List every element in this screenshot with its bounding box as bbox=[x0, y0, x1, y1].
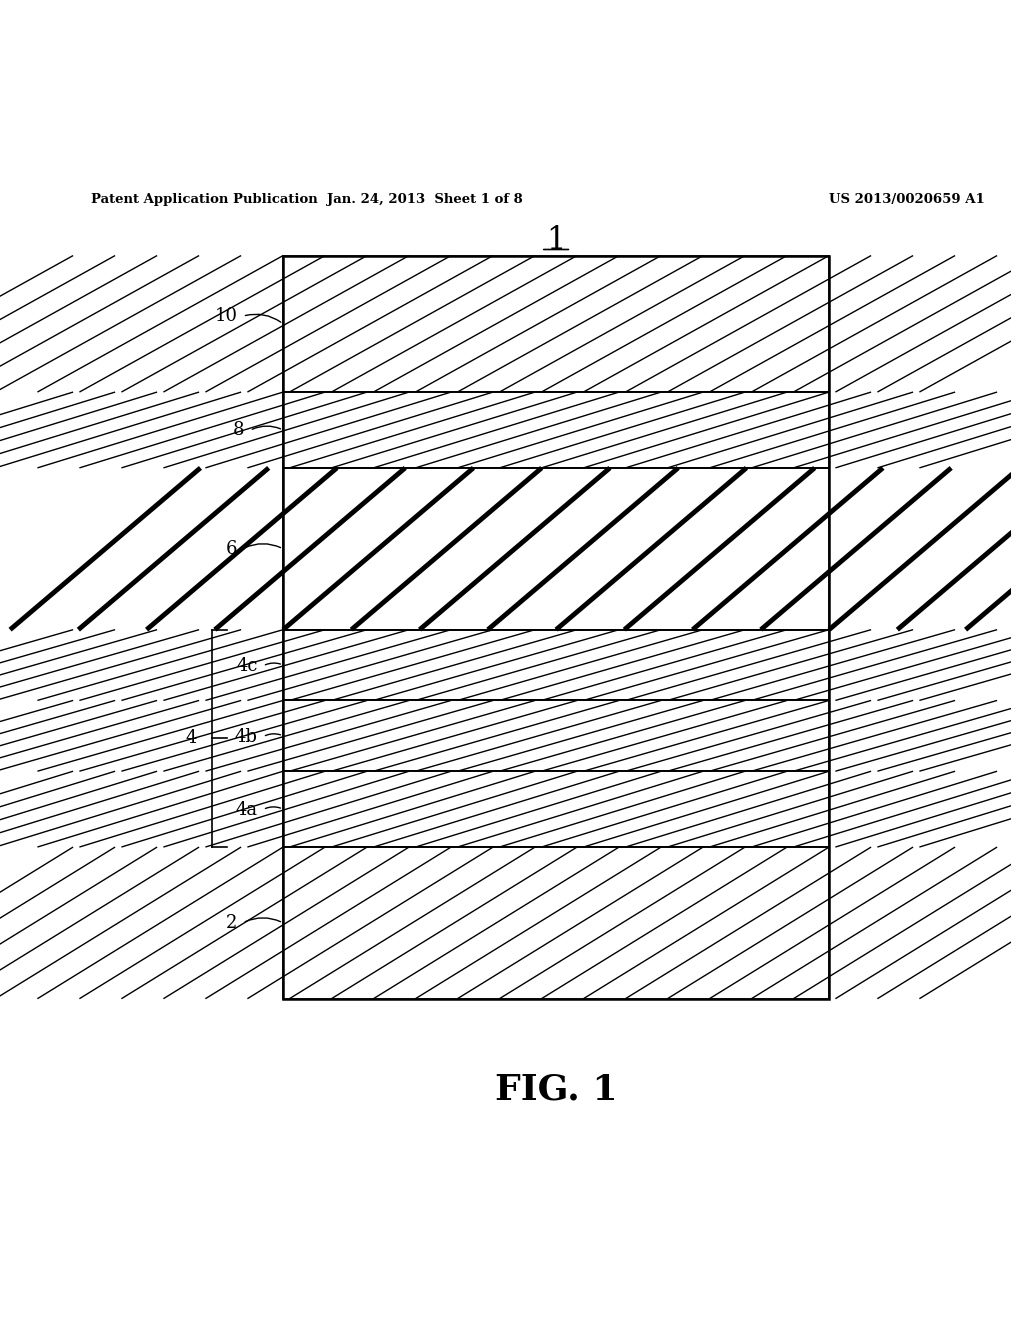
Bar bbox=[283, 701, 829, 771]
Text: 2: 2 bbox=[226, 913, 238, 932]
Text: 4c: 4c bbox=[237, 657, 258, 675]
Text: 8: 8 bbox=[233, 421, 245, 440]
Bar bbox=[283, 847, 829, 999]
Text: 1: 1 bbox=[547, 224, 566, 256]
Text: 4b: 4b bbox=[234, 727, 258, 746]
Text: FIG. 1: FIG. 1 bbox=[495, 1073, 617, 1106]
Bar bbox=[283, 630, 829, 701]
Text: US 2013/0020659 A1: US 2013/0020659 A1 bbox=[829, 194, 985, 206]
Bar bbox=[283, 771, 829, 847]
Text: 6: 6 bbox=[226, 540, 238, 558]
Bar bbox=[283, 256, 829, 392]
Bar bbox=[283, 392, 829, 467]
Text: Patent Application Publication: Patent Application Publication bbox=[91, 194, 317, 206]
Bar bbox=[283, 467, 829, 630]
Text: 4a: 4a bbox=[236, 801, 258, 818]
Text: 4: 4 bbox=[185, 729, 198, 747]
Text: Jan. 24, 2013  Sheet 1 of 8: Jan. 24, 2013 Sheet 1 of 8 bbox=[327, 194, 522, 206]
Text: 10: 10 bbox=[215, 308, 238, 325]
